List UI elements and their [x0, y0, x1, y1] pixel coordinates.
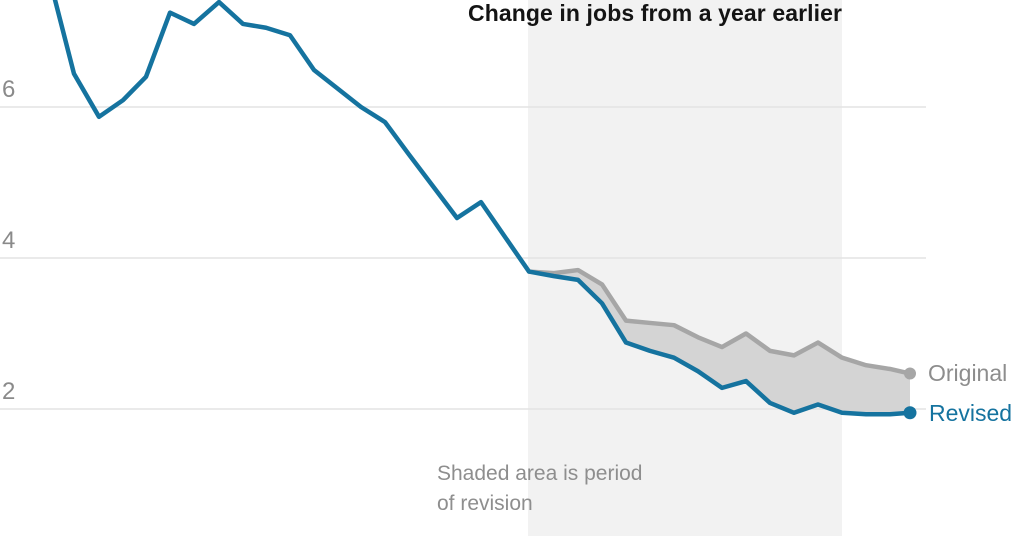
original-endpoint-dot [904, 367, 916, 380]
line-revised [52, 0, 913, 417]
revision-period-band [528, 0, 842, 536]
line-original [526, 267, 913, 376]
revised-endpoint-dot [903, 406, 917, 420]
revision-gap-area [529, 270, 910, 415]
